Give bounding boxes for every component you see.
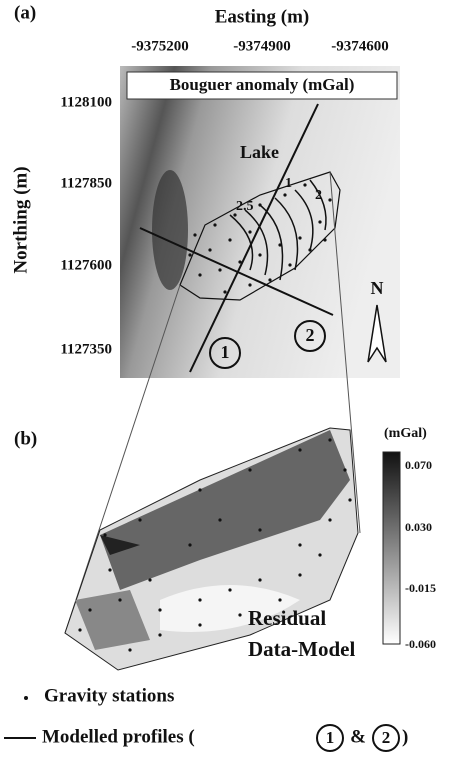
- gravity-station: [218, 518, 221, 521]
- gravity-station: [233, 213, 236, 216]
- contour-label: 1: [285, 176, 292, 191]
- legend-label: 1: [326, 728, 335, 747]
- gravity-station: [198, 623, 201, 626]
- gravity-station: [298, 573, 301, 576]
- gravity-station: [198, 598, 201, 601]
- legend-label: Modelled profiles (: [42, 726, 195, 747]
- profile-label: 1: [221, 342, 230, 362]
- legend-label: Gravity stations: [44, 685, 174, 706]
- gravity-station: [318, 220, 321, 223]
- gravity-station: [208, 248, 211, 251]
- gravity-station: [78, 628, 81, 631]
- gravity-station: [268, 278, 271, 281]
- gravity-station: [298, 543, 301, 546]
- gravity-station: [318, 553, 321, 556]
- gravity-station: [88, 608, 91, 611]
- gravity-station: [223, 290, 226, 293]
- gravity-station: [238, 260, 241, 263]
- gravity-station: [248, 283, 251, 286]
- gravity-station: [118, 598, 121, 601]
- north-label: N: [371, 278, 384, 298]
- gravity-station: [198, 488, 201, 491]
- panel-label: (b): [14, 428, 37, 449]
- gravity-station: [348, 498, 351, 501]
- gravity-station: [328, 438, 331, 441]
- gravity-station: [258, 528, 261, 531]
- gravity-station: [228, 238, 231, 241]
- colorbar: [383, 452, 400, 644]
- axis-title: Easting (m): [215, 6, 309, 27]
- x-tick-label: -9374600: [331, 38, 389, 54]
- gravity-station: [193, 233, 196, 236]
- colorbar-tick: -0.060: [405, 637, 436, 651]
- figure: (a) Easting (m) -9375200 -9374900 -93746…: [0, 0, 449, 778]
- colorbar-tick: 0.030: [405, 520, 432, 534]
- y-tick-label: 1127600: [60, 257, 112, 273]
- gravity-station: [328, 198, 331, 201]
- gravity-station: [278, 598, 281, 601]
- gravity-station: [108, 568, 111, 571]
- gravity-station: [343, 468, 346, 471]
- gravity-station: [103, 533, 106, 536]
- contour-label: 2: [315, 188, 322, 203]
- caption: Residual: [248, 606, 326, 630]
- gravity-station: [298, 236, 301, 239]
- axis-title: Northing (m): [10, 166, 31, 273]
- gravity-station: [228, 588, 231, 591]
- lake-label: Lake: [240, 142, 279, 162]
- legend-label: ): [402, 726, 408, 747]
- gravity-station: [188, 253, 191, 256]
- gravity-station: [138, 518, 141, 521]
- y-tick-label: 1128100: [60, 94, 112, 110]
- gravity-station: [298, 448, 301, 451]
- y-tick-label: 1127850: [60, 175, 112, 191]
- gravity-station: [248, 468, 251, 471]
- gravity-station: [308, 248, 311, 251]
- map-title: Bouguer anomaly (mGal): [170, 75, 355, 94]
- gravity-station: [128, 648, 131, 651]
- gravity-station: [198, 273, 201, 276]
- gravity-station: [213, 223, 216, 226]
- gravity-station: [288, 263, 291, 266]
- profile-label: 2: [306, 325, 315, 345]
- gravity-station: [148, 578, 151, 581]
- x-tick-label: -9375200: [131, 38, 189, 54]
- contour-label: 2.5: [236, 199, 254, 214]
- gravity-station: [248, 230, 251, 233]
- gravity-station: [238, 613, 241, 616]
- legend-label: 2: [382, 728, 391, 747]
- gravity-station: [258, 203, 261, 206]
- gravity-station: [218, 268, 221, 271]
- caption: Data-Model: [248, 637, 355, 661]
- gravity-station: [328, 518, 331, 521]
- legend-label: &: [350, 726, 366, 747]
- y-tick-label: 1127350: [60, 341, 112, 357]
- x-tick-label: -9374900: [233, 38, 291, 54]
- gravity-station: [158, 608, 161, 611]
- colorbar-title: (mGal): [384, 426, 427, 441]
- gravity-station: [283, 193, 286, 196]
- colorbar-tick: 0.070: [405, 458, 432, 472]
- gravity-station: [303, 183, 306, 186]
- panel-label: (a): [14, 2, 36, 23]
- gravity-station: [158, 633, 161, 636]
- gravity-station: [278, 243, 281, 246]
- gravity-station: [258, 253, 261, 256]
- gravity-station: [323, 238, 326, 241]
- gravity-station: [188, 543, 191, 546]
- shading: [152, 170, 188, 290]
- colorbar-tick: -0.015: [405, 581, 436, 595]
- gravity-station: [258, 578, 261, 581]
- legend-station-symbol: [24, 696, 28, 700]
